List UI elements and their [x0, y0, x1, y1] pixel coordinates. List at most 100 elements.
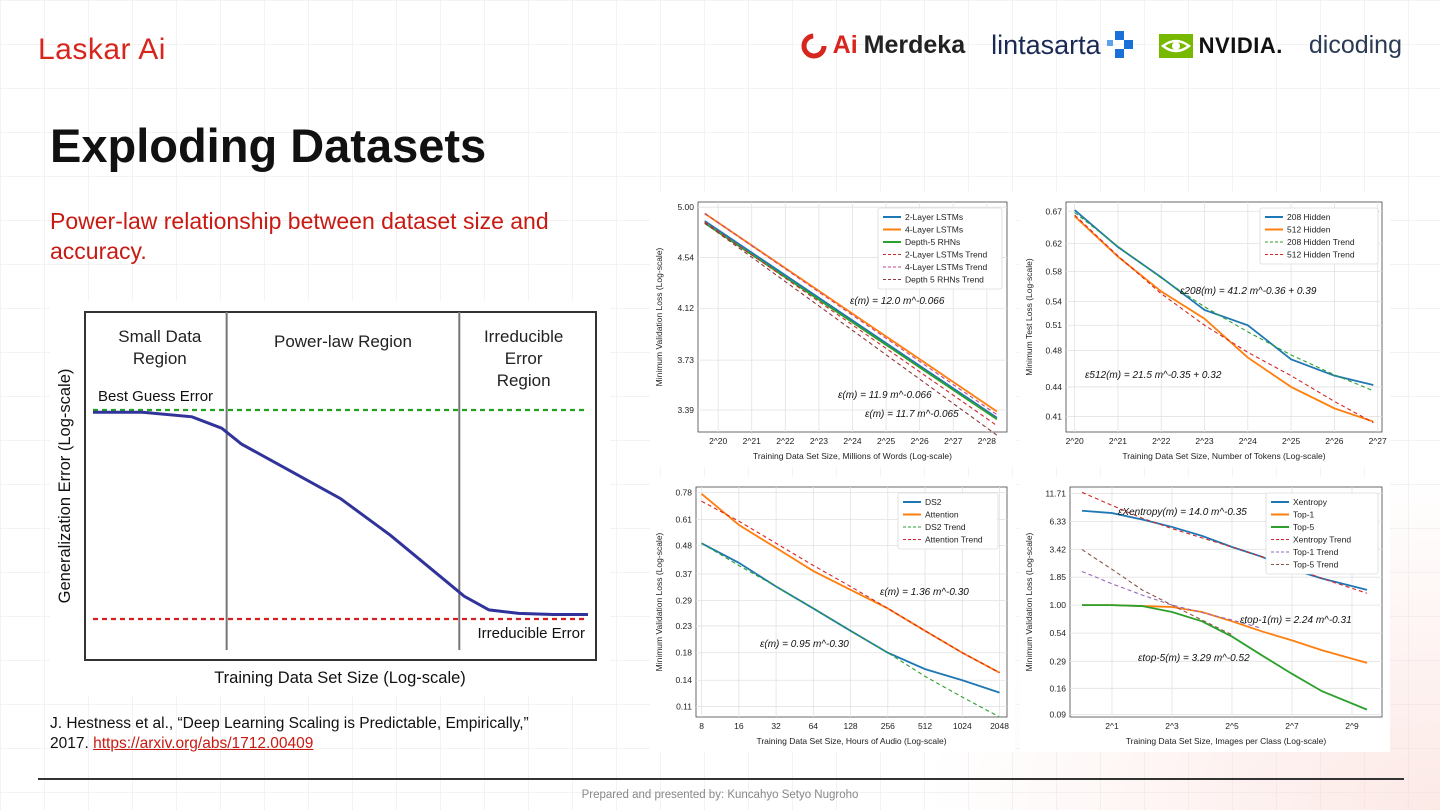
y-tick-label: 0.09 [1049, 709, 1066, 719]
series-line-0 [701, 542, 1000, 694]
y-tick-label: 0.23 [675, 621, 692, 631]
x-axis-label: Training Data Set Size (Log-scale) [214, 669, 466, 687]
trend-equation-0: εXentropy(m) = 14.0 m^-0.35 [1118, 507, 1247, 518]
region-label-2: Irreducible [484, 327, 563, 346]
y-tick-label: 5.00 [677, 202, 694, 212]
footer-divider [38, 778, 1404, 780]
x-tick-label: 2^7 [1285, 721, 1299, 731]
x-tick-label: 2^25 [1282, 436, 1300, 446]
trend-equation-0: ε(m) = 12.0 m^-0.066 [850, 296, 945, 307]
y-tick-label: 0.48 [1045, 346, 1062, 356]
x-tick-label: 16 [734, 721, 744, 731]
x-tick-label: 2^24 [843, 436, 861, 446]
y-tick-label: 4.12 [677, 303, 694, 313]
x-tick-label: 1024 [953, 721, 972, 731]
y-tick-label: 0.16 [1049, 683, 1066, 693]
logo-lintasarta-text: lintasarta [991, 30, 1101, 60]
x-tick-label: 2^26 [911, 436, 929, 446]
x-tick-label: 2^27 [944, 436, 962, 446]
citation-link[interactable]: https://arxiv.org/abs/1712.00409 [93, 735, 314, 752]
irreducible-label: Irreducible Error [477, 625, 585, 642]
y-tick-label: 0.41 [1045, 411, 1062, 421]
legend-entry-3: 2-Layer LSTMs Trend [905, 250, 987, 260]
y-tick-label: 0.54 [1045, 296, 1062, 306]
y-tick-label: 1.85 [1049, 572, 1066, 582]
logo-ai-merdeka: Ai Merdeka [801, 31, 965, 60]
x-tick-label: 256 [881, 721, 895, 731]
y-tick-label: 0.14 [675, 675, 692, 685]
region-label-2: Error [505, 349, 543, 368]
y-tick-label: 0.11 [676, 702, 692, 712]
x-tick-label: 2^22 [776, 436, 794, 446]
x-tick-label: 2^26 [1325, 436, 1343, 446]
legend-entry-2: Depth-5 RHNs [905, 237, 960, 247]
x-tick-label: 128 [843, 721, 857, 731]
y-axis-label: Minimum Validation Loss (Log-scale) [654, 247, 664, 386]
y-axis-label: Minimum Test Loss (Log-scale) [1024, 258, 1034, 376]
legend-entry-3: Attention Trend [925, 535, 983, 545]
legend-box [897, 492, 999, 550]
y-tick-label: 0.78 [675, 487, 692, 497]
series-line-3 [1074, 214, 1374, 424]
y-tick-label: 3.73 [677, 355, 694, 365]
legend-entry-0: DS2 [925, 497, 942, 507]
image-scaling-chart: 11.71 6.33 3.42 1.85 1.00 0.54 0.29 0.16 0.09 2^1… [1020, 477, 1390, 752]
y-tick-label: 6.33 [1049, 516, 1066, 526]
y-tick-label: 3.39 [677, 405, 694, 415]
series-line-2 [701, 542, 1000, 718]
partner-logos: Ai Merdeka lintasarta NVIDIA. dicoding [801, 30, 1402, 61]
legend-entry-4: 4-Layer LSTMs Trend [905, 262, 987, 272]
x-tick-label: 2^21 [743, 436, 761, 446]
y-tick-label: 11.71 [1045, 488, 1066, 498]
legend-box [1265, 492, 1379, 575]
legend-entry-1: 4-Layer LSTMs [905, 225, 963, 235]
logo-dicoding-text: dicoding [1308, 31, 1402, 59]
x-tick-label: 2^23 [810, 436, 828, 446]
y-tick-label: 0.44 [1045, 382, 1062, 392]
legend-entry-4: Top-1 Trend [1293, 547, 1339, 557]
citation-text: J. Hestness et al., “Deep Learning Scali… [50, 715, 529, 752]
logo-dicoding: dicoding [1309, 31, 1402, 60]
footer-credit: Prepared and presented by: Kuncahyo Sety… [581, 789, 859, 801]
trend-equation-2: ε(m) = 11.7 m^-0.065 [865, 409, 959, 420]
y-tick-label: 0.37 [675, 569, 692, 579]
plot-frame [84, 311, 597, 661]
legend-entry-3: 512 Hidden Trend [1287, 250, 1355, 260]
slide-title: Exploding Datasets [50, 119, 487, 172]
legend-entry-1: Attention [925, 510, 959, 520]
trend-equation-1: ε512(m) = 21.5 m^-0.35 + 0.32 [1085, 370, 1222, 381]
lintasarta-pixel-icon [1106, 30, 1133, 58]
series-line-0 [704, 220, 998, 419]
series-line-2 [1082, 604, 1368, 711]
y-tick-label: 0.54 [1049, 628, 1066, 638]
slide-subtitle: Power-law relationship between dataset s… [50, 208, 549, 264]
legend-entry-5: Depth 5 RHNs Trend [905, 275, 984, 285]
trend-equation-0: ε(m) = 1.36 m^-0.30 [880, 587, 969, 598]
x-tick-label: 32 [771, 721, 781, 731]
legend-entry-1: Top-1 [1293, 510, 1315, 520]
x-tick-label: 2^22 [1152, 436, 1170, 446]
trend-equation-1: ε(m) = 11.9 m^-0.066 [838, 390, 932, 401]
x-tick-label: 2^5 [1225, 721, 1239, 731]
trend-equation-1: εtop-1(m) = 2.24 m^-0.31 [1240, 615, 1352, 626]
legend-entry-3: Xentropy Trend [1293, 535, 1351, 545]
y-tick-label: 0.67 [1045, 206, 1062, 216]
legend-entry-2: Top-5 [1293, 522, 1315, 532]
trend-equation-2: εtop-5(m) = 3.29 m^-0.52 [1138, 653, 1250, 664]
y-tick-label: 0.29 [1049, 656, 1066, 666]
x-tick-label: 2^21 [1109, 436, 1127, 446]
x-tick-label: 2^20 [1066, 436, 1084, 446]
y-axis-label: Generalization Error (Log-scale) [56, 369, 74, 604]
series-line-4 [704, 213, 998, 416]
legend-entry-5: Top-5 Trend [1293, 560, 1339, 570]
legend-entry-0: 2-Layer LSTMs [905, 212, 963, 222]
legend-box [1259, 207, 1379, 265]
x-tick-label: 2^27 [1369, 436, 1387, 446]
error-curve [93, 410, 588, 616]
x-axis-label: Training Data Set Size, Millions of Word… [753, 451, 952, 461]
lstm-word-scaling-chart: 5.00 4.54 4.12 3.73 3.39 2^20 2^21 2^22 2^23 2^24… [650, 192, 1015, 467]
legend-entry-2: DS2 Trend [925, 522, 966, 532]
y-tick-label: 0.29 [675, 596, 692, 606]
x-tick-label: 2048 [990, 721, 1009, 731]
token-scaling-chart: 0.67 0.62 0.58 0.54 0.51 0.48 0.44 0.41 2^20 2^21… [1020, 192, 1390, 467]
